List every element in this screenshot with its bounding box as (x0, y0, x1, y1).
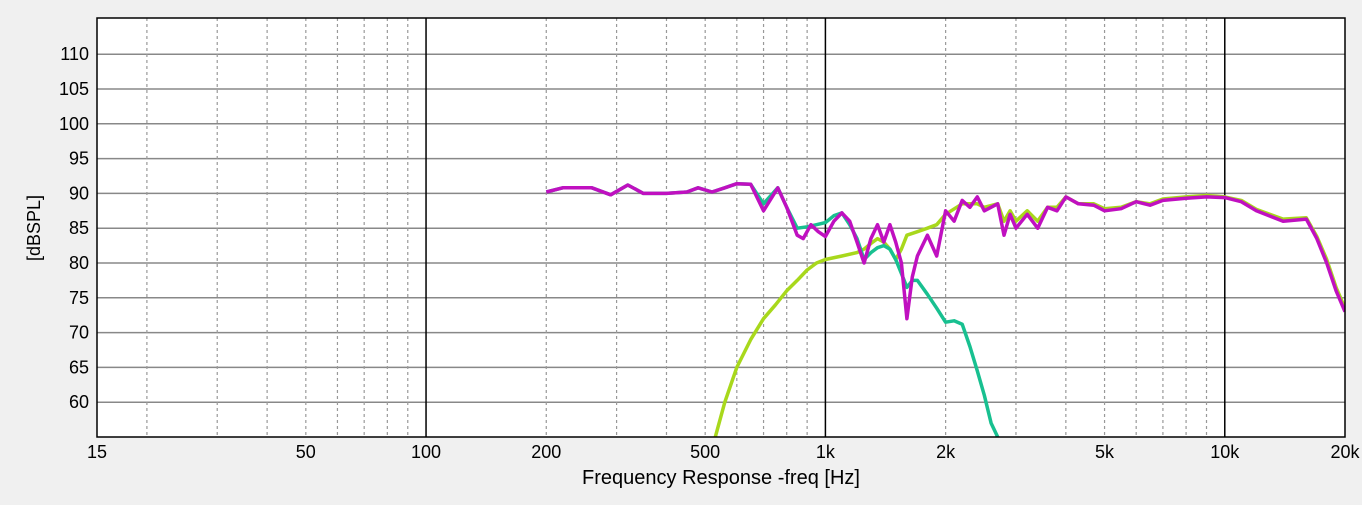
y-tick-label: 85 (69, 218, 89, 238)
series-line-total (545, 181, 1345, 321)
y-tick-label: 100 (59, 114, 89, 134)
y-tick-label: 65 (69, 357, 89, 377)
x-tick-labels: 15 50 100 200 500 1k 2k 5k 10k 20k (87, 442, 1361, 462)
x-tick-label: 15 (87, 442, 107, 462)
x-tick-label: 5k (1095, 442, 1115, 462)
plot-border (96, 17, 1346, 438)
y-tick-label: 95 (69, 149, 89, 169)
grid (97, 18, 1345, 437)
series-lines (545, 181, 1345, 437)
y-tick-label: 60 (69, 392, 89, 412)
x-tick-label: 100 (411, 442, 441, 462)
y-tick-label: 110 (60, 44, 89, 64)
x-tick-label: 50 (296, 442, 316, 462)
x-axis-label: Frequency Response -freq [Hz] (582, 467, 860, 489)
y-axis-label: [dBSPL] (24, 195, 44, 261)
x-tick-label: 2k (936, 442, 956, 462)
x-tick-label: 1k (816, 442, 836, 462)
y-tick-label: 105 (59, 79, 89, 99)
y-tick-label: 80 (69, 253, 89, 273)
x-tick-label: 500 (690, 442, 720, 462)
x-tick-label: 10k (1210, 442, 1240, 462)
y-tick-label: 75 (69, 288, 89, 308)
y-tick-label: 70 (69, 323, 89, 343)
x-tick-label: 200 (531, 442, 561, 462)
y-tick-label: 90 (69, 183, 89, 203)
y-tick-labels: 60 65 70 75 80 85 90 95 100 105 110 (59, 44, 89, 412)
x-tick-label: 20k (1330, 442, 1360, 462)
